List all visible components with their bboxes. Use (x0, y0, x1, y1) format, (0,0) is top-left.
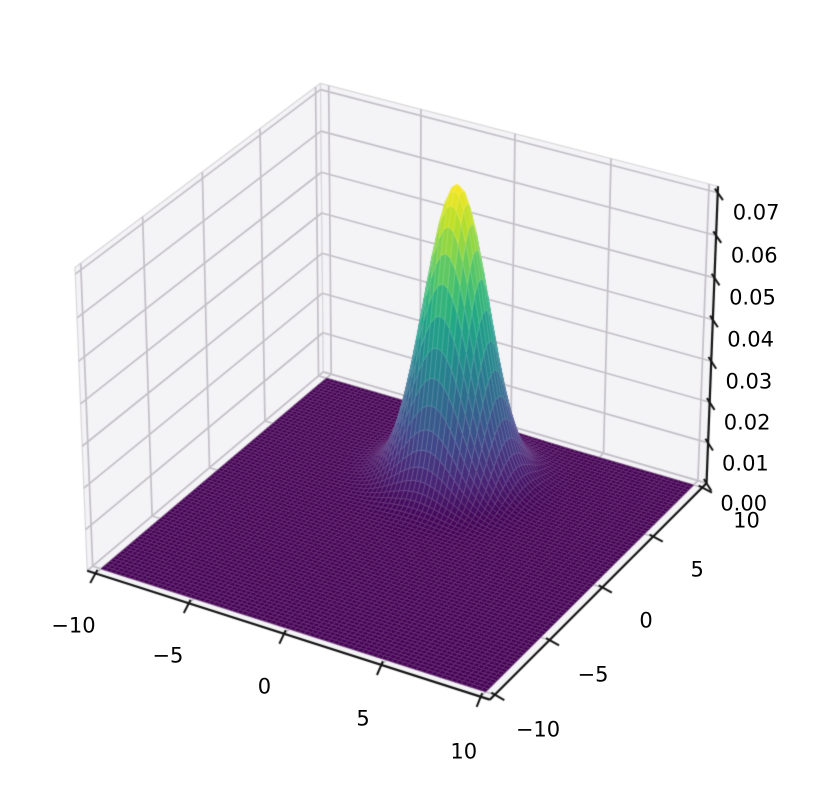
x-tick-label: 5 (356, 706, 370, 731)
z-tick-label: 0.06 (730, 243, 778, 268)
x-tick-label: −10 (51, 613, 96, 638)
z-tick-label: 0.02 (723, 410, 771, 435)
y-tick-label: 0 (639, 608, 653, 633)
y-tick-label: 5 (690, 557, 704, 582)
z-tick-label: 0.01 (722, 451, 769, 476)
z-tick-label: 0.04 (727, 327, 775, 352)
x-tick-label: −5 (152, 643, 184, 668)
y-tick-label: −5 (577, 662, 609, 687)
y-tick-label: −10 (515, 717, 561, 742)
z-tick-label: 0.07 (732, 200, 780, 225)
z-tick-label: 0.05 (729, 285, 776, 310)
y-tick-label: 10 (733, 508, 760, 533)
z-tick-label: 0.00 (720, 491, 768, 516)
x-tick-label: 0 (257, 674, 272, 699)
x-tick-label: 10 (450, 739, 478, 764)
z-tick-label: 0.03 (725, 369, 773, 394)
